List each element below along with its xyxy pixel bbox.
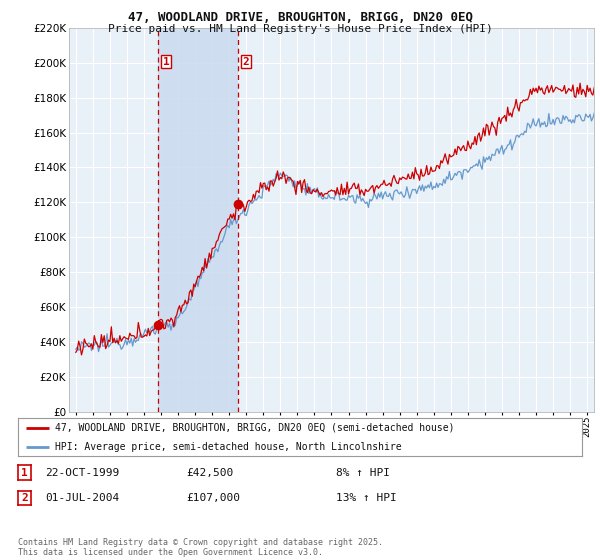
Text: 13% ↑ HPI: 13% ↑ HPI [336,493,397,503]
Text: £107,000: £107,000 [186,493,240,503]
Text: 1: 1 [163,57,170,67]
Bar [158,28,238,412]
Text: 2: 2 [21,493,28,503]
Text: 8% ↑ HPI: 8% ↑ HPI [336,468,390,478]
Text: Contains HM Land Registry data © Crown copyright and database right 2025.
This d: Contains HM Land Registry data © Crown c… [18,538,383,557]
Text: Price paid vs. HM Land Registry's House Price Index (HPI): Price paid vs. HM Land Registry's House … [107,24,493,34]
Text: 1: 1 [21,468,28,478]
Text: 47, WOODLAND DRIVE, BROUGHTON, BRIGG, DN20 0EQ (semi-detached house): 47, WOODLAND DRIVE, BROUGHTON, BRIGG, DN… [55,423,454,433]
Text: HPI: Average price, semi-detached house, North Lincolnshire: HPI: Average price, semi-detached house,… [55,442,401,452]
Text: 01-JUL-2004: 01-JUL-2004 [45,493,119,503]
Text: 47, WOODLAND DRIVE, BROUGHTON, BRIGG, DN20 0EQ: 47, WOODLAND DRIVE, BROUGHTON, BRIGG, DN… [128,11,473,24]
Text: 22-OCT-1999: 22-OCT-1999 [45,468,119,478]
Text: 2: 2 [243,57,250,67]
Text: £42,500: £42,500 [186,468,233,478]
